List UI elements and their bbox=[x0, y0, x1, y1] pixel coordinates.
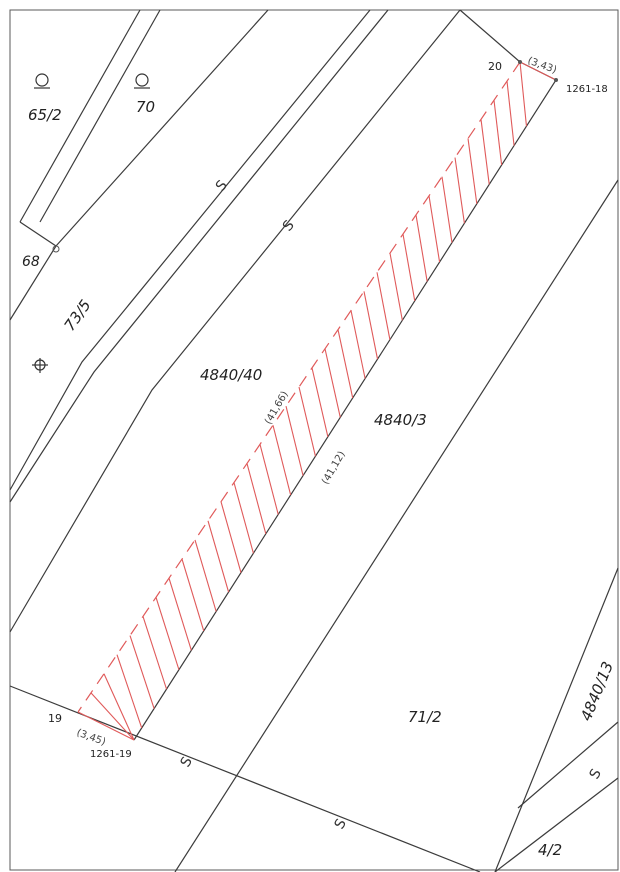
boundary-line bbox=[39, 9, 161, 223]
hatch-line bbox=[415, 214, 428, 282]
survey-point-marker bbox=[518, 60, 522, 64]
road-symbol: S bbox=[280, 217, 298, 234]
hatch-line bbox=[220, 501, 242, 573]
hatch-line bbox=[298, 386, 316, 457]
hatch-line bbox=[272, 425, 292, 496]
hatch-line bbox=[454, 157, 465, 224]
parcel-label-70: 70 bbox=[136, 98, 155, 116]
point-label-1261-18: 1261-18 bbox=[566, 84, 608, 95]
parcel-label-73-5: 73/5 bbox=[61, 296, 95, 334]
map-frame bbox=[9, 9, 619, 871]
hatch-line bbox=[168, 578, 192, 651]
road-symbol: S bbox=[213, 177, 231, 194]
point-label-19: 19 bbox=[48, 712, 62, 725]
point-label-1261-19: 1261-19 bbox=[90, 749, 132, 760]
hatch-line bbox=[493, 100, 503, 166]
hatch-line bbox=[246, 463, 267, 534]
hatch-line bbox=[376, 272, 391, 340]
hatch-line bbox=[181, 558, 205, 632]
hatch-lines bbox=[77, 61, 528, 741]
hatch-line bbox=[324, 348, 341, 418]
hatch-line bbox=[90, 692, 135, 741]
boundary-line bbox=[9, 245, 57, 321]
forest-symbol-icon bbox=[32, 358, 48, 373]
meadow-symbol-icon bbox=[134, 73, 150, 89]
hatch-line bbox=[103, 673, 135, 741]
hatch-line bbox=[350, 310, 366, 379]
hatch-line bbox=[337, 329, 354, 399]
hatch-line bbox=[233, 482, 254, 554]
survey-point-marker bbox=[52, 245, 60, 253]
hatch-line bbox=[285, 405, 304, 476]
hatch-line bbox=[519, 61, 528, 127]
hatch-line bbox=[480, 119, 490, 185]
hatch-line bbox=[259, 444, 279, 515]
hatch-line bbox=[506, 81, 515, 146]
hatch-line bbox=[194, 539, 217, 612]
hatch-line bbox=[467, 138, 478, 204]
parcel-label-65-2: 65/2 bbox=[28, 106, 62, 124]
boundary-line bbox=[494, 777, 619, 872]
boundary-line bbox=[9, 9, 461, 633]
hatch-line bbox=[129, 635, 155, 709]
boundary-line bbox=[133, 61, 557, 741]
boundary-line bbox=[55, 9, 269, 247]
hatch-line bbox=[77, 711, 135, 741]
boundary-line bbox=[174, 179, 619, 872]
hatched-strip bbox=[77, 61, 557, 741]
strip-edge-top bbox=[519, 61, 557, 81]
hatch-line bbox=[389, 253, 403, 321]
road-symbol: S bbox=[332, 816, 350, 832]
boundary-line bbox=[459, 9, 521, 63]
boundary-line bbox=[494, 567, 619, 872]
hatch-line bbox=[363, 291, 379, 360]
hatch-line bbox=[311, 367, 329, 437]
road-edge-line bbox=[9, 9, 389, 503]
boundary-line bbox=[19, 221, 57, 247]
hatch-line bbox=[207, 520, 230, 593]
hatch-line bbox=[142, 616, 168, 690]
parcel-label-71-2: 71/2 bbox=[408, 708, 442, 726]
parcel-label-4840-13: 4840/13 bbox=[577, 659, 617, 724]
road-edge-line bbox=[9, 9, 371, 491]
hatch-line bbox=[116, 654, 143, 729]
hatch-line bbox=[441, 176, 453, 243]
hatch-line bbox=[155, 597, 180, 670]
strip-edge-dashed bbox=[77, 61, 521, 713]
parcel-label-4840-40: 4840/40 bbox=[200, 366, 262, 384]
point-label-20: 20 bbox=[488, 60, 502, 73]
hatch-line bbox=[428, 195, 441, 263]
parcel-label-4-2: 4/2 bbox=[538, 841, 562, 859]
parcel-label-68: 68 bbox=[22, 254, 40, 270]
hatch-line bbox=[402, 233, 416, 302]
parcel-label-4840-3: 4840/3 bbox=[374, 411, 427, 429]
road-symbol: S bbox=[587, 766, 605, 782]
survey-point-marker bbox=[554, 78, 558, 82]
meadow-symbol-icon bbox=[34, 73, 50, 89]
boundary-line bbox=[19, 9, 141, 223]
measurement-right: (41,12) bbox=[320, 449, 348, 486]
boundary-line bbox=[517, 721, 619, 809]
measurement-bottom: (3,45) bbox=[75, 727, 107, 748]
